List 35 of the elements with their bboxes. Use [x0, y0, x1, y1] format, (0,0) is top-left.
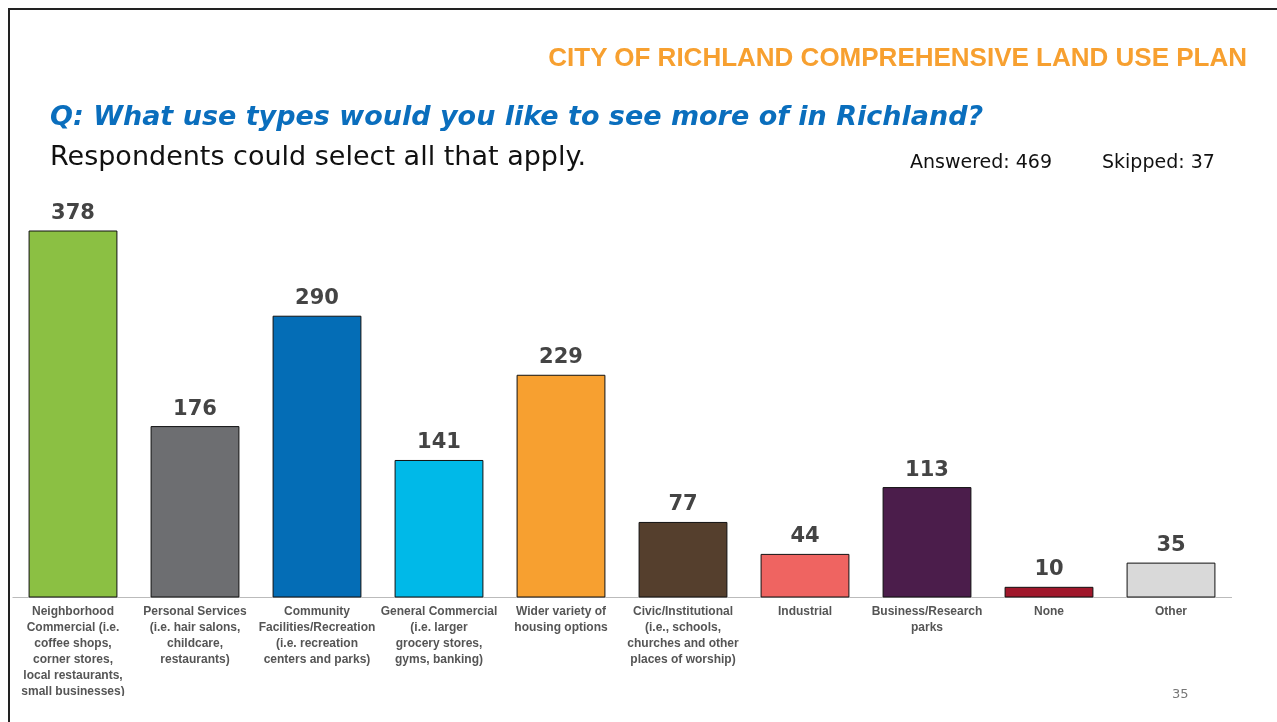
- data-label: 113: [905, 456, 949, 481]
- bar: [150, 426, 240, 598]
- data-label: 141: [417, 429, 461, 454]
- text: Answered: 469: [910, 150, 1053, 172]
- data-label: 176: [173, 395, 217, 420]
- data-label: 290: [295, 285, 339, 310]
- x-tick-label: Civic/Institutional (i.e., schools, churches and other places of worship): [627, 603, 740, 666]
- x-tick-label: Wider variety of housing options: [514, 603, 608, 634]
- chart-title: Q: What use types would you like to see more of in Richland?: [50, 100, 984, 131]
- text: 35: [1172, 686, 1189, 701]
- bar: [1126, 562, 1216, 598]
- bar: [882, 487, 972, 598]
- x-tick-label: General Commercial (i.e. larger grocery stores, gyms, banking): [380, 603, 498, 666]
- text: Skipped: 37: [1102, 150, 1215, 172]
- chart-subtitle: Respondents could select all that apply.: [50, 140, 587, 171]
- x-tick-label: Other: [1154, 603, 1188, 618]
- data-label: 35: [1156, 532, 1186, 557]
- bar: [272, 315, 362, 598]
- bar: [1004, 586, 1094, 598]
- x-tick-label: Personal Services (i.e. hair salons, childcare, restaurants): [143, 603, 248, 666]
- x-tick-label: Industrial: [777, 603, 833, 618]
- bar: [760, 553, 850, 598]
- bar: [28, 230, 118, 598]
- x-tick-label: Business/Research parks: [871, 603, 983, 634]
- x-tick-label: None: [1034, 603, 1065, 618]
- text: CITY OF RICHLAND COMPREHENSIVE LAND USE PLAN: [548, 42, 1247, 73]
- data-label: 229: [539, 344, 583, 369]
- x-tick-label: Community Facilities/Recreation (i.e. recreation centers and parks): [258, 603, 376, 666]
- bar: [638, 521, 728, 598]
- data-label: 378: [51, 200, 95, 224]
- data-label: 10: [1034, 556, 1064, 581]
- bar: [516, 374, 606, 598]
- bar: [394, 459, 484, 598]
- data-label: 77: [668, 491, 698, 516]
- data-label: 44: [790, 523, 820, 548]
